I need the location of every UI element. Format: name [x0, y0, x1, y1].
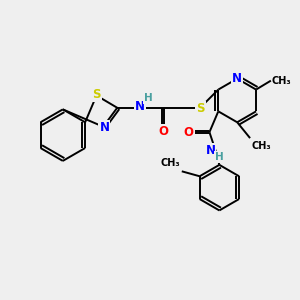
Text: S: S	[92, 88, 101, 101]
Text: O: O	[184, 126, 194, 139]
Text: S: S	[196, 102, 205, 115]
Text: CH₃: CH₃	[251, 141, 271, 151]
Text: N: N	[206, 143, 215, 157]
Text: CH₃: CH₃	[272, 76, 292, 85]
Text: H: H	[215, 152, 224, 162]
Text: H: H	[144, 94, 152, 103]
Text: N: N	[99, 121, 110, 134]
Text: N: N	[135, 100, 145, 113]
Text: CH₃: CH₃	[160, 158, 180, 168]
Text: O: O	[158, 125, 168, 138]
Text: N: N	[232, 72, 242, 85]
